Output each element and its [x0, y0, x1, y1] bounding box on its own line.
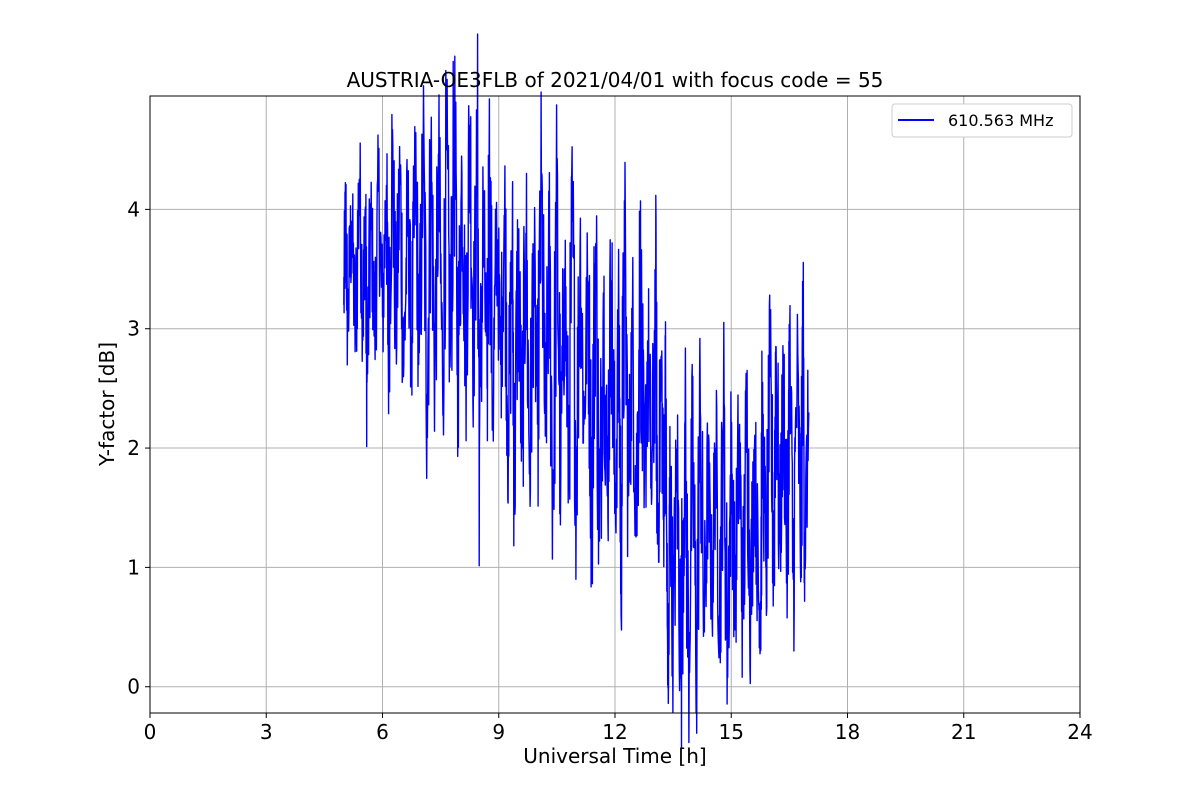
x-tick-label: 24	[1067, 720, 1092, 744]
x-tick-label: 0	[144, 720, 157, 744]
legend: 610.563 MHz	[891, 103, 1073, 138]
axis-ticks	[145, 208, 1081, 718]
x-tick-label: 12	[602, 720, 627, 744]
x-tick-label: 3	[260, 720, 273, 744]
x-tick-label: 9	[492, 720, 505, 744]
legend-entry-label: 610.563 MHz	[948, 111, 1053, 130]
x-tick-label: 15	[719, 720, 744, 744]
x-tick-label: 6	[376, 720, 389, 744]
legend-box	[891, 103, 1073, 138]
chart-title: AUSTRIA-OE3FLB of 2021/04/01 with focus …	[347, 68, 884, 92]
series-layer	[343, 33, 810, 749]
plot-frame	[149, 95, 1081, 714]
y-tick-label: 0	[127, 675, 140, 699]
y-axis-label: Y-factor [dB]	[95, 342, 119, 467]
y-tick-label: 3	[127, 317, 140, 341]
x-axis-label: Universal Time [h]	[523, 744, 706, 768]
x-tick-label: 18	[835, 720, 860, 744]
y-tick-label: 2	[127, 436, 140, 460]
y-tick-label: 1	[127, 555, 140, 579]
x-tick-label: 21	[951, 720, 976, 744]
series-line-610-563-mhz	[343, 33, 810, 749]
y-tick-label: 4	[127, 197, 140, 221]
